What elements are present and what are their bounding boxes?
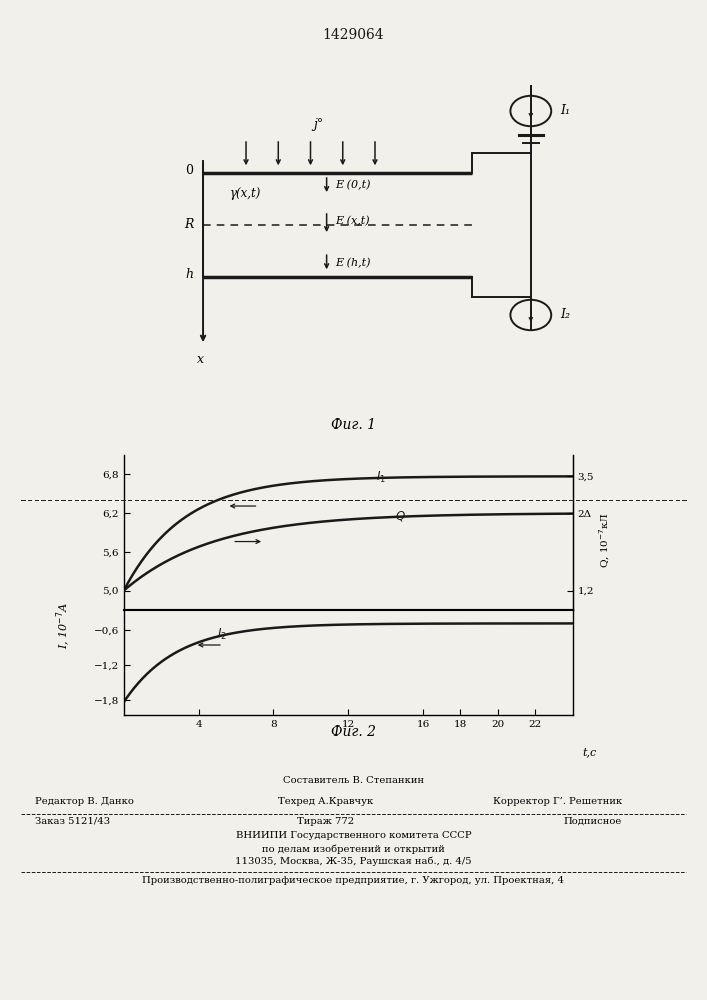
Text: j°: j° — [313, 118, 324, 131]
Text: R: R — [184, 219, 194, 232]
Text: h: h — [185, 268, 194, 282]
Text: $Q$: $Q$ — [395, 509, 406, 523]
Text: по делам изобретений и открытий: по делам изобретений и открытий — [262, 844, 445, 854]
Text: 1429064: 1429064 — [322, 28, 385, 42]
Text: Корректор Г’. Решетник: Корректор Г’. Решетник — [493, 797, 622, 806]
Text: Редактор В. Данко: Редактор В. Данко — [35, 797, 134, 806]
Text: Фиг. 2: Фиг. 2 — [331, 725, 376, 739]
Text: x: x — [197, 353, 204, 366]
Text: E (x,t): E (x,t) — [334, 216, 369, 226]
Text: 113035, Москва, Ж-35, Раушская наб., д. 4/5: 113035, Москва, Ж-35, Раушская наб., д. … — [235, 857, 472, 866]
Text: 0: 0 — [185, 164, 194, 178]
Text: Подписное: Подписное — [563, 817, 622, 826]
Text: Q, 10$^{-7}$кЛ: Q, 10$^{-7}$кЛ — [597, 512, 612, 568]
Text: Составитель В. Степанкин: Составитель В. Степанкин — [283, 776, 424, 785]
Text: Тираж 772: Тираж 772 — [297, 817, 354, 826]
Text: t,c: t,c — [582, 747, 596, 757]
Text: Заказ 5121/43: Заказ 5121/43 — [35, 817, 110, 826]
Text: ВНИИПИ Государственного комитета СССР: ВНИИПИ Государственного комитета СССР — [235, 831, 472, 840]
Text: Техред А.Кравчук: Техред А.Кравчук — [278, 797, 373, 806]
Text: $I_1$: $I_1$ — [376, 470, 386, 485]
Text: Производственно-полиграфическое предприятие, г. Ужгород, ул. Проектная, 4: Производственно-полиграфическое предприя… — [143, 876, 564, 885]
Text: E (0,t): E (0,t) — [334, 180, 370, 190]
Text: I₁: I₁ — [561, 104, 571, 117]
Text: E (h,t): E (h,t) — [334, 258, 370, 268]
Text: $I_2$: $I_2$ — [217, 626, 227, 642]
Text: γ(x,t): γ(x,t) — [230, 186, 262, 200]
Text: Фиг. 1: Фиг. 1 — [331, 418, 376, 432]
Text: I₂: I₂ — [561, 308, 571, 322]
Text: I, 10$^{-7}$А: I, 10$^{-7}$А — [54, 601, 73, 649]
